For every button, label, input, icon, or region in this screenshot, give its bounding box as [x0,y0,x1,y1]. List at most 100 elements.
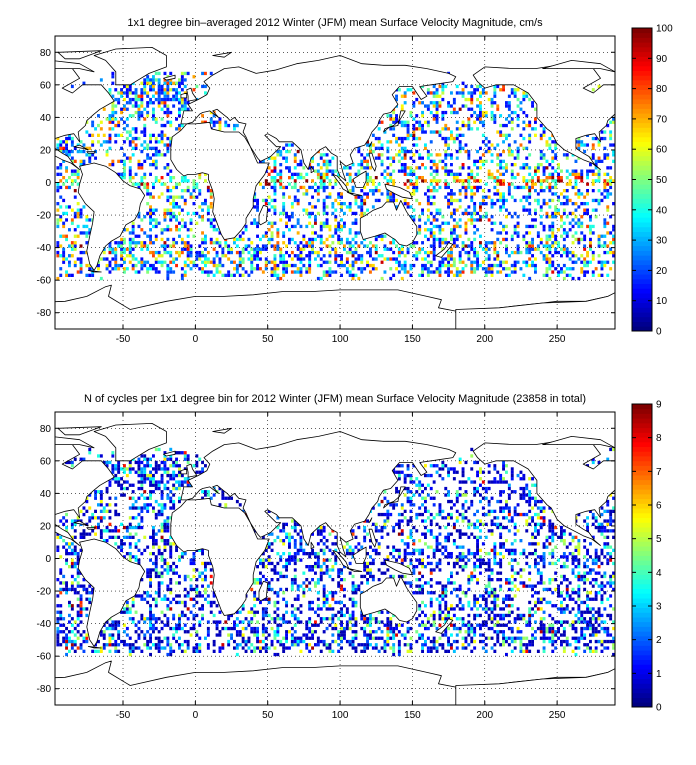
top-bin [83,160,86,163]
bottom-bin [375,637,378,640]
top-bin [430,222,433,225]
top-bin [91,140,94,143]
bottom-bin [198,620,201,623]
top-bin [609,231,612,234]
top-bin [355,202,358,205]
top-bin [450,264,453,267]
bottom-bin [253,594,256,597]
top-colorbar-tick-label: 0 [656,327,662,338]
bottom-bin [340,585,343,588]
top-bin [88,218,91,221]
top-bin [554,143,557,146]
top-bin [378,127,381,130]
top-bin [479,157,482,160]
top-bin [404,264,407,267]
top-bin [592,225,595,228]
top-bin [560,218,563,221]
bottom-bin [337,637,340,640]
bottom-bin [80,607,83,610]
top-bin [410,170,413,173]
top-bin [187,244,190,247]
top-bin [447,147,450,150]
top-bin [502,261,505,264]
top-bin [193,202,196,205]
bottom-bin [68,614,71,617]
top-bin [415,186,418,189]
top-bin [404,157,407,160]
bottom-bin [346,607,349,610]
top-bin [329,179,332,182]
bottom-bin [279,640,282,643]
top-bin [210,196,213,199]
top-bin [496,108,499,111]
bottom-bin [488,614,491,617]
top-bin [441,241,444,244]
top-bin [465,124,468,127]
top-bin [126,248,129,251]
top-bin [601,137,604,140]
bottom-bin [68,630,71,633]
top-bin [106,140,109,143]
bottom-bin [340,611,343,614]
top-bin [381,277,384,280]
top-bin [265,202,268,205]
top-bin [169,261,172,264]
top-bin [424,179,427,182]
top-bin [586,176,589,179]
top-bin [450,254,453,257]
top-bin [190,196,193,199]
bottom-bin [271,643,274,646]
top-bin [546,140,549,143]
top-bin [511,88,514,91]
top-bin [152,153,155,156]
top-bin [485,270,488,273]
bottom-bin [77,611,80,614]
top-bin [470,267,473,270]
top-bin [522,238,525,241]
bottom-bin [369,630,372,633]
bottom-bin [253,581,256,584]
top-bin [164,228,167,231]
top-bin [80,150,83,153]
bottom-bin [291,627,294,630]
top-bin [378,137,381,140]
top-bin [436,121,439,124]
top-bin [149,222,152,225]
bottom-bin [407,650,410,653]
top-bin [546,212,549,215]
top-bin [111,75,114,78]
bottom-bin [444,594,447,597]
bottom-bin [441,646,444,649]
bottom-bin [268,581,271,584]
bottom-bin [59,614,62,617]
top-bin [609,215,612,218]
top-colorbar-tick-label: 60 [656,145,668,156]
top-bin [580,270,583,273]
top-bin [135,257,138,260]
top-bin [589,244,592,247]
top-bin [418,153,421,156]
bottom-bin [520,630,523,633]
top-bin [459,192,462,195]
top-bin [412,264,415,267]
top-bin [294,196,297,199]
bottom-bin [392,650,395,653]
bottom-bin [190,611,193,614]
bottom-bin [187,640,190,643]
top-bin [198,189,201,192]
top-bin [404,267,407,270]
bottom-bin [355,601,358,604]
top-bin [595,199,598,202]
bottom-bin [601,588,604,591]
top-bin [378,254,381,257]
top-bin [433,189,436,192]
top-bin [389,114,392,117]
top-bin [517,248,520,251]
top-bin [291,215,294,218]
top-bin [74,179,77,182]
top-bin [201,267,204,270]
top-bin [386,147,389,150]
top-bin [320,238,323,241]
bottom-bin [493,604,496,607]
top-bin [138,166,141,169]
